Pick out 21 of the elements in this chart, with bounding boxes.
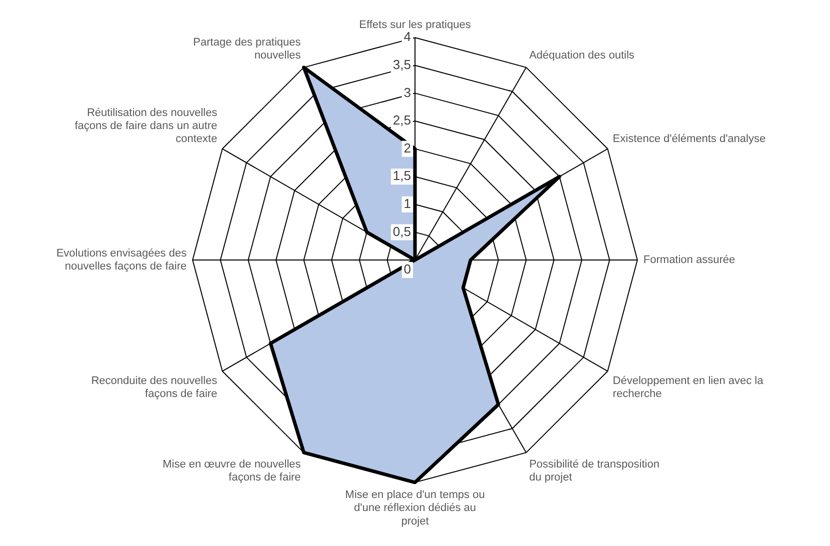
y-tick-label: 1,5 — [392, 168, 411, 184]
spoke-label: Possibilité de transposition du projet — [529, 458, 660, 484]
y-tick-label: 3 — [404, 84, 411, 100]
y-tick-label: 0,5 — [392, 224, 411, 239]
spoke-label: Evolutions envisagées des nouvelles façons de faire — [56, 247, 188, 273]
spoke-label: Développement en lien avec la recherche — [612, 374, 764, 400]
spoke-label: Mise en place d'un temps ou d'une réflexion dédiés au projet — [345, 489, 485, 528]
spoke-label: Partage des pratiques nouvelles — [193, 36, 302, 62]
spoke-label: Adéquation des outils — [529, 50, 635, 62]
y-tick-label: 0 — [404, 262, 411, 277]
spoke-label: Mise en œuvre de nouvelles façons de faire — [162, 458, 302, 484]
y-tick-label: 2 — [404, 140, 411, 156]
spoke-label: Formation assurée — [643, 254, 736, 266]
spoke-label: Reconduite des nouvelles façons de faire — [91, 374, 218, 400]
y-tick-label: 3,5 — [392, 56, 411, 72]
spoke-label: Effets sur les pratiques — [359, 19, 472, 32]
y-tick-label: 1 — [404, 196, 411, 211]
spoke-label: Existence d'éléments d'analyse — [612, 133, 766, 146]
spoke-label: Réutilisation des nouvelles façons de faire dans un autre contexte — [74, 106, 218, 146]
y-tick-label: 4 — [404, 29, 411, 44]
y-tick-label: 2,5 — [392, 112, 411, 128]
